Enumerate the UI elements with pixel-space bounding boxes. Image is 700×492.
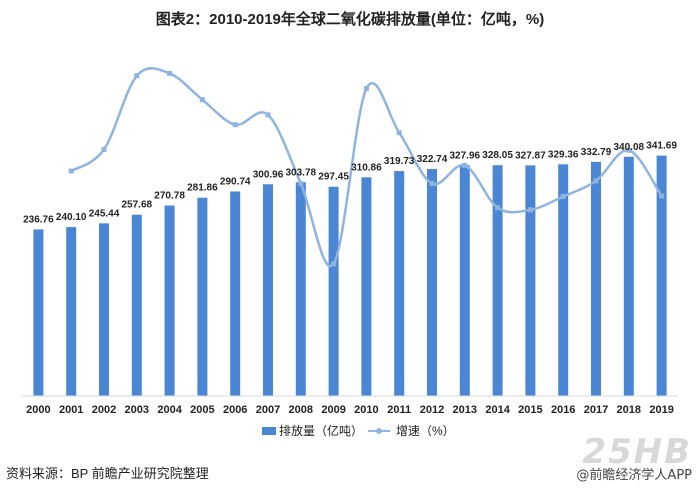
bar-2009	[328, 186, 339, 396]
bar-2000	[33, 229, 44, 396]
x-tick-2012: 2012	[420, 404, 444, 416]
growth-point-2013	[462, 162, 468, 168]
growth-point-2014	[495, 205, 501, 211]
growth-point-2016	[560, 194, 566, 200]
growth-point-2012	[429, 180, 435, 186]
bar-2017	[591, 161, 601, 396]
bar-value-label-2004: 270.78	[154, 191, 185, 202]
growth-point-2007	[265, 112, 271, 118]
growth-point-2011	[396, 130, 402, 136]
bar-value-label-2013: 327.96	[450, 150, 481, 161]
bar-2013	[459, 165, 470, 396]
bar-2004	[164, 205, 175, 396]
growth-point-2006	[232, 122, 238, 128]
growth-point-2002	[101, 146, 107, 152]
growth-point-2018	[626, 147, 632, 153]
bar-value-label-2014: 328.05	[482, 150, 513, 161]
x-tick-2002: 2002	[92, 404, 116, 416]
bar-2003	[131, 214, 142, 396]
x-tick-2003: 2003	[125, 404, 149, 416]
bar-2018	[623, 156, 634, 396]
bar-value-label-2003: 257.68	[122, 200, 153, 211]
bar-2005	[197, 197, 208, 396]
watermark-logo: 25HB	[582, 432, 692, 472]
bar-value-label-2008: 303.78	[286, 167, 317, 178]
growth-point-2001	[68, 168, 74, 174]
bar-value-label-2016: 329.36	[548, 149, 579, 160]
x-tick-2013: 2013	[453, 404, 477, 416]
bar-2012	[427, 168, 437, 396]
bar-value-label-2018: 340.08	[614, 142, 645, 153]
bar-value-label-2006: 290.74	[220, 176, 251, 187]
x-tick-2017: 2017	[584, 404, 608, 416]
growth-point-2004	[167, 70, 173, 76]
x-tick-2007: 2007	[256, 404, 280, 416]
bar-value-label-2001: 240.10	[56, 212, 87, 223]
bar-2015	[525, 165, 536, 396]
legend-line-marker	[376, 428, 382, 434]
bar-2010	[361, 177, 372, 396]
growth-point-2005	[199, 97, 205, 103]
bar-value-label-2002: 245.44	[89, 208, 120, 219]
bar-2007	[263, 184, 273, 396]
x-tick-2006: 2006	[223, 404, 247, 416]
bars-layer	[33, 155, 667, 396]
bar-value-label-2015: 327.87	[515, 150, 546, 161]
chart-title: 图表2：2010-2019年全球二氧化碳排放量(单位：亿吨，%)	[155, 11, 545, 28]
watermark-brand: @前瞻经济学人APP	[576, 468, 692, 483]
growth-line-layer	[68, 67, 665, 268]
bar-2011	[394, 171, 405, 396]
bar-2008	[295, 182, 306, 396]
x-tick-2008: 2008	[289, 404, 313, 416]
x-tick-labels-layer: 2000 2001 2002 2003 2004 2005 2006 2007 2008 2009…	[26, 404, 674, 416]
x-tick-2009: 2009	[321, 404, 345, 416]
bar-2016	[558, 164, 569, 396]
growth-point-2015	[527, 207, 533, 213]
bar-value-label-2011: 319.73	[384, 156, 415, 167]
bar-2006	[230, 191, 241, 396]
bar-value-label-2009: 297.45	[318, 172, 349, 183]
legend-line-label: 增速（%）	[396, 424, 455, 438]
growth-point-2019	[659, 193, 665, 199]
bar-value-label-2005: 281.86	[187, 183, 218, 194]
x-tick-2015: 2015	[518, 404, 542, 416]
bar-2002	[99, 223, 109, 396]
x-tick-2014: 2014	[485, 404, 510, 416]
x-tick-2010: 2010	[354, 404, 378, 416]
growth-point-2003	[134, 73, 140, 79]
legend-bar-swatch	[262, 427, 276, 435]
bar-value-label-2000: 236.76	[23, 214, 54, 225]
growth-point-2008	[298, 180, 304, 186]
bar-value-label-2019: 341.69	[646, 141, 677, 152]
bar-value-label-2017: 332.79	[581, 147, 612, 158]
data-labels-layer: 236.76 240.10 245.44257.68270.78281.86290.…	[23, 141, 677, 226]
bar-2014	[492, 165, 503, 396]
x-tick-2018: 2018	[617, 404, 641, 416]
x-tick-2011: 2011	[387, 404, 411, 416]
bar-value-label-2010: 310.86	[351, 162, 382, 173]
x-tick-2000: 2000	[26, 404, 50, 416]
source-note: 资料来源：BP 前瞻产业研究院整理	[6, 466, 209, 481]
x-tick-2001: 2001	[59, 404, 83, 416]
x-tick-2005: 2005	[190, 404, 214, 416]
legend: 排放量（亿吨） 增速（%）	[262, 423, 455, 438]
x-tick-2019: 2019	[649, 404, 673, 416]
bar-value-label-2012: 322.74	[417, 154, 448, 165]
growth-point-2010	[363, 86, 369, 92]
bar-2019	[656, 155, 667, 396]
growth-point-2017	[593, 178, 599, 184]
x-tick-2016: 2016	[551, 404, 575, 416]
bar-value-label-2007: 300.96	[253, 169, 284, 180]
x-tick-2004: 2004	[157, 404, 182, 416]
legend-bar-label: 排放量（亿吨）	[279, 423, 363, 438]
growth-point-2009	[331, 261, 337, 267]
bar-2001	[66, 227, 77, 396]
